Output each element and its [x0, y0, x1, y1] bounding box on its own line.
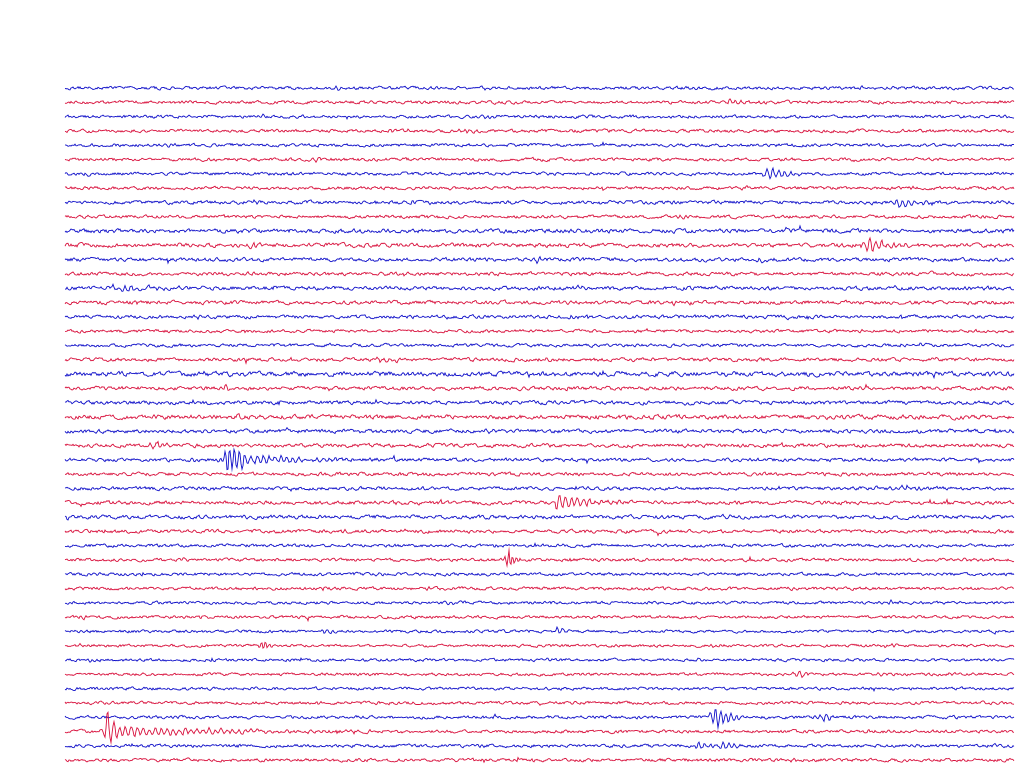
helicorder-page: HT Paliouri (Halkidiki) 2020-08-13 Appli…	[0, 0, 1024, 780]
seismogram-plot	[0, 0, 1024, 780]
